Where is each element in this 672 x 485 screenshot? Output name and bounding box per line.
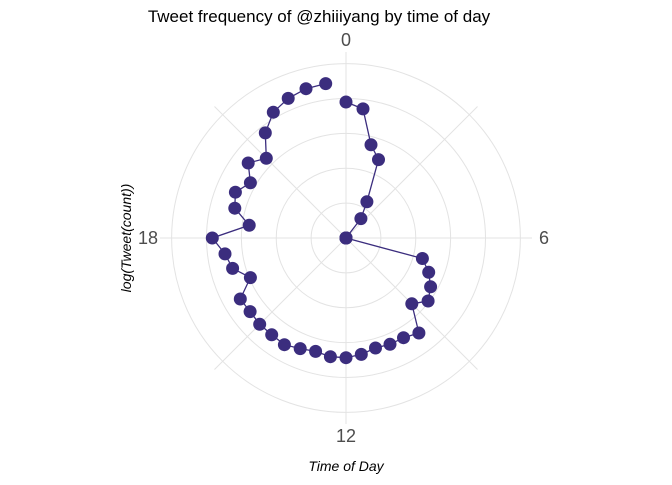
data-point bbox=[309, 344, 323, 358]
data-point bbox=[233, 292, 247, 306]
grid-spoke-15 bbox=[214, 237, 347, 370]
data-point bbox=[281, 91, 295, 105]
data-point bbox=[422, 265, 436, 279]
data-point bbox=[319, 77, 333, 91]
data-point bbox=[243, 305, 257, 319]
data-point bbox=[242, 218, 256, 232]
x-tick-label: 6 bbox=[539, 228, 549, 248]
data-point bbox=[258, 126, 272, 140]
x-tick-label: 18 bbox=[138, 228, 158, 248]
data-point bbox=[356, 102, 370, 116]
data-point bbox=[293, 342, 307, 356]
series-layer bbox=[205, 77, 438, 365]
data-point bbox=[243, 271, 257, 285]
data-point bbox=[253, 317, 267, 331]
data-point bbox=[259, 151, 273, 165]
data-point bbox=[218, 247, 232, 261]
data-point bbox=[241, 156, 255, 170]
data-point bbox=[299, 82, 313, 96]
y-axis-label: log(Tweet(count)) bbox=[118, 184, 134, 293]
data-point bbox=[205, 231, 219, 245]
data-point bbox=[372, 153, 385, 167]
grid-spoke-3 bbox=[345, 106, 478, 239]
data-point bbox=[369, 341, 382, 355]
data-point bbox=[265, 328, 279, 342]
data-point bbox=[339, 95, 353, 109]
data-point bbox=[228, 185, 242, 199]
data-point bbox=[415, 252, 429, 265]
data-point bbox=[228, 201, 242, 215]
data-point bbox=[424, 280, 438, 294]
data-point bbox=[360, 195, 374, 209]
data-point bbox=[354, 347, 368, 361]
x-tick-label: 0 bbox=[341, 30, 351, 50]
data-point bbox=[226, 261, 240, 275]
data-point bbox=[383, 337, 397, 351]
data-point bbox=[364, 138, 378, 152]
data-point bbox=[397, 331, 410, 345]
chart-title: Tweet frequency of @zhiiiyang by time of… bbox=[148, 7, 491, 26]
data-point bbox=[412, 326, 426, 340]
data-point bbox=[421, 294, 435, 308]
tick-layer: 0 6 12 18 bbox=[138, 30, 549, 446]
data-point bbox=[323, 350, 337, 364]
x-tick-label: 12 bbox=[336, 426, 356, 446]
x-axis-label: Time of Day bbox=[308, 458, 384, 474]
data-point bbox=[339, 351, 353, 365]
data-point bbox=[354, 212, 368, 226]
data-point bbox=[277, 338, 291, 352]
grid-spoke-21 bbox=[214, 106, 347, 239]
data-point bbox=[243, 176, 257, 190]
data-point bbox=[405, 297, 419, 311]
data-point bbox=[266, 105, 280, 119]
data-point bbox=[339, 231, 353, 245]
